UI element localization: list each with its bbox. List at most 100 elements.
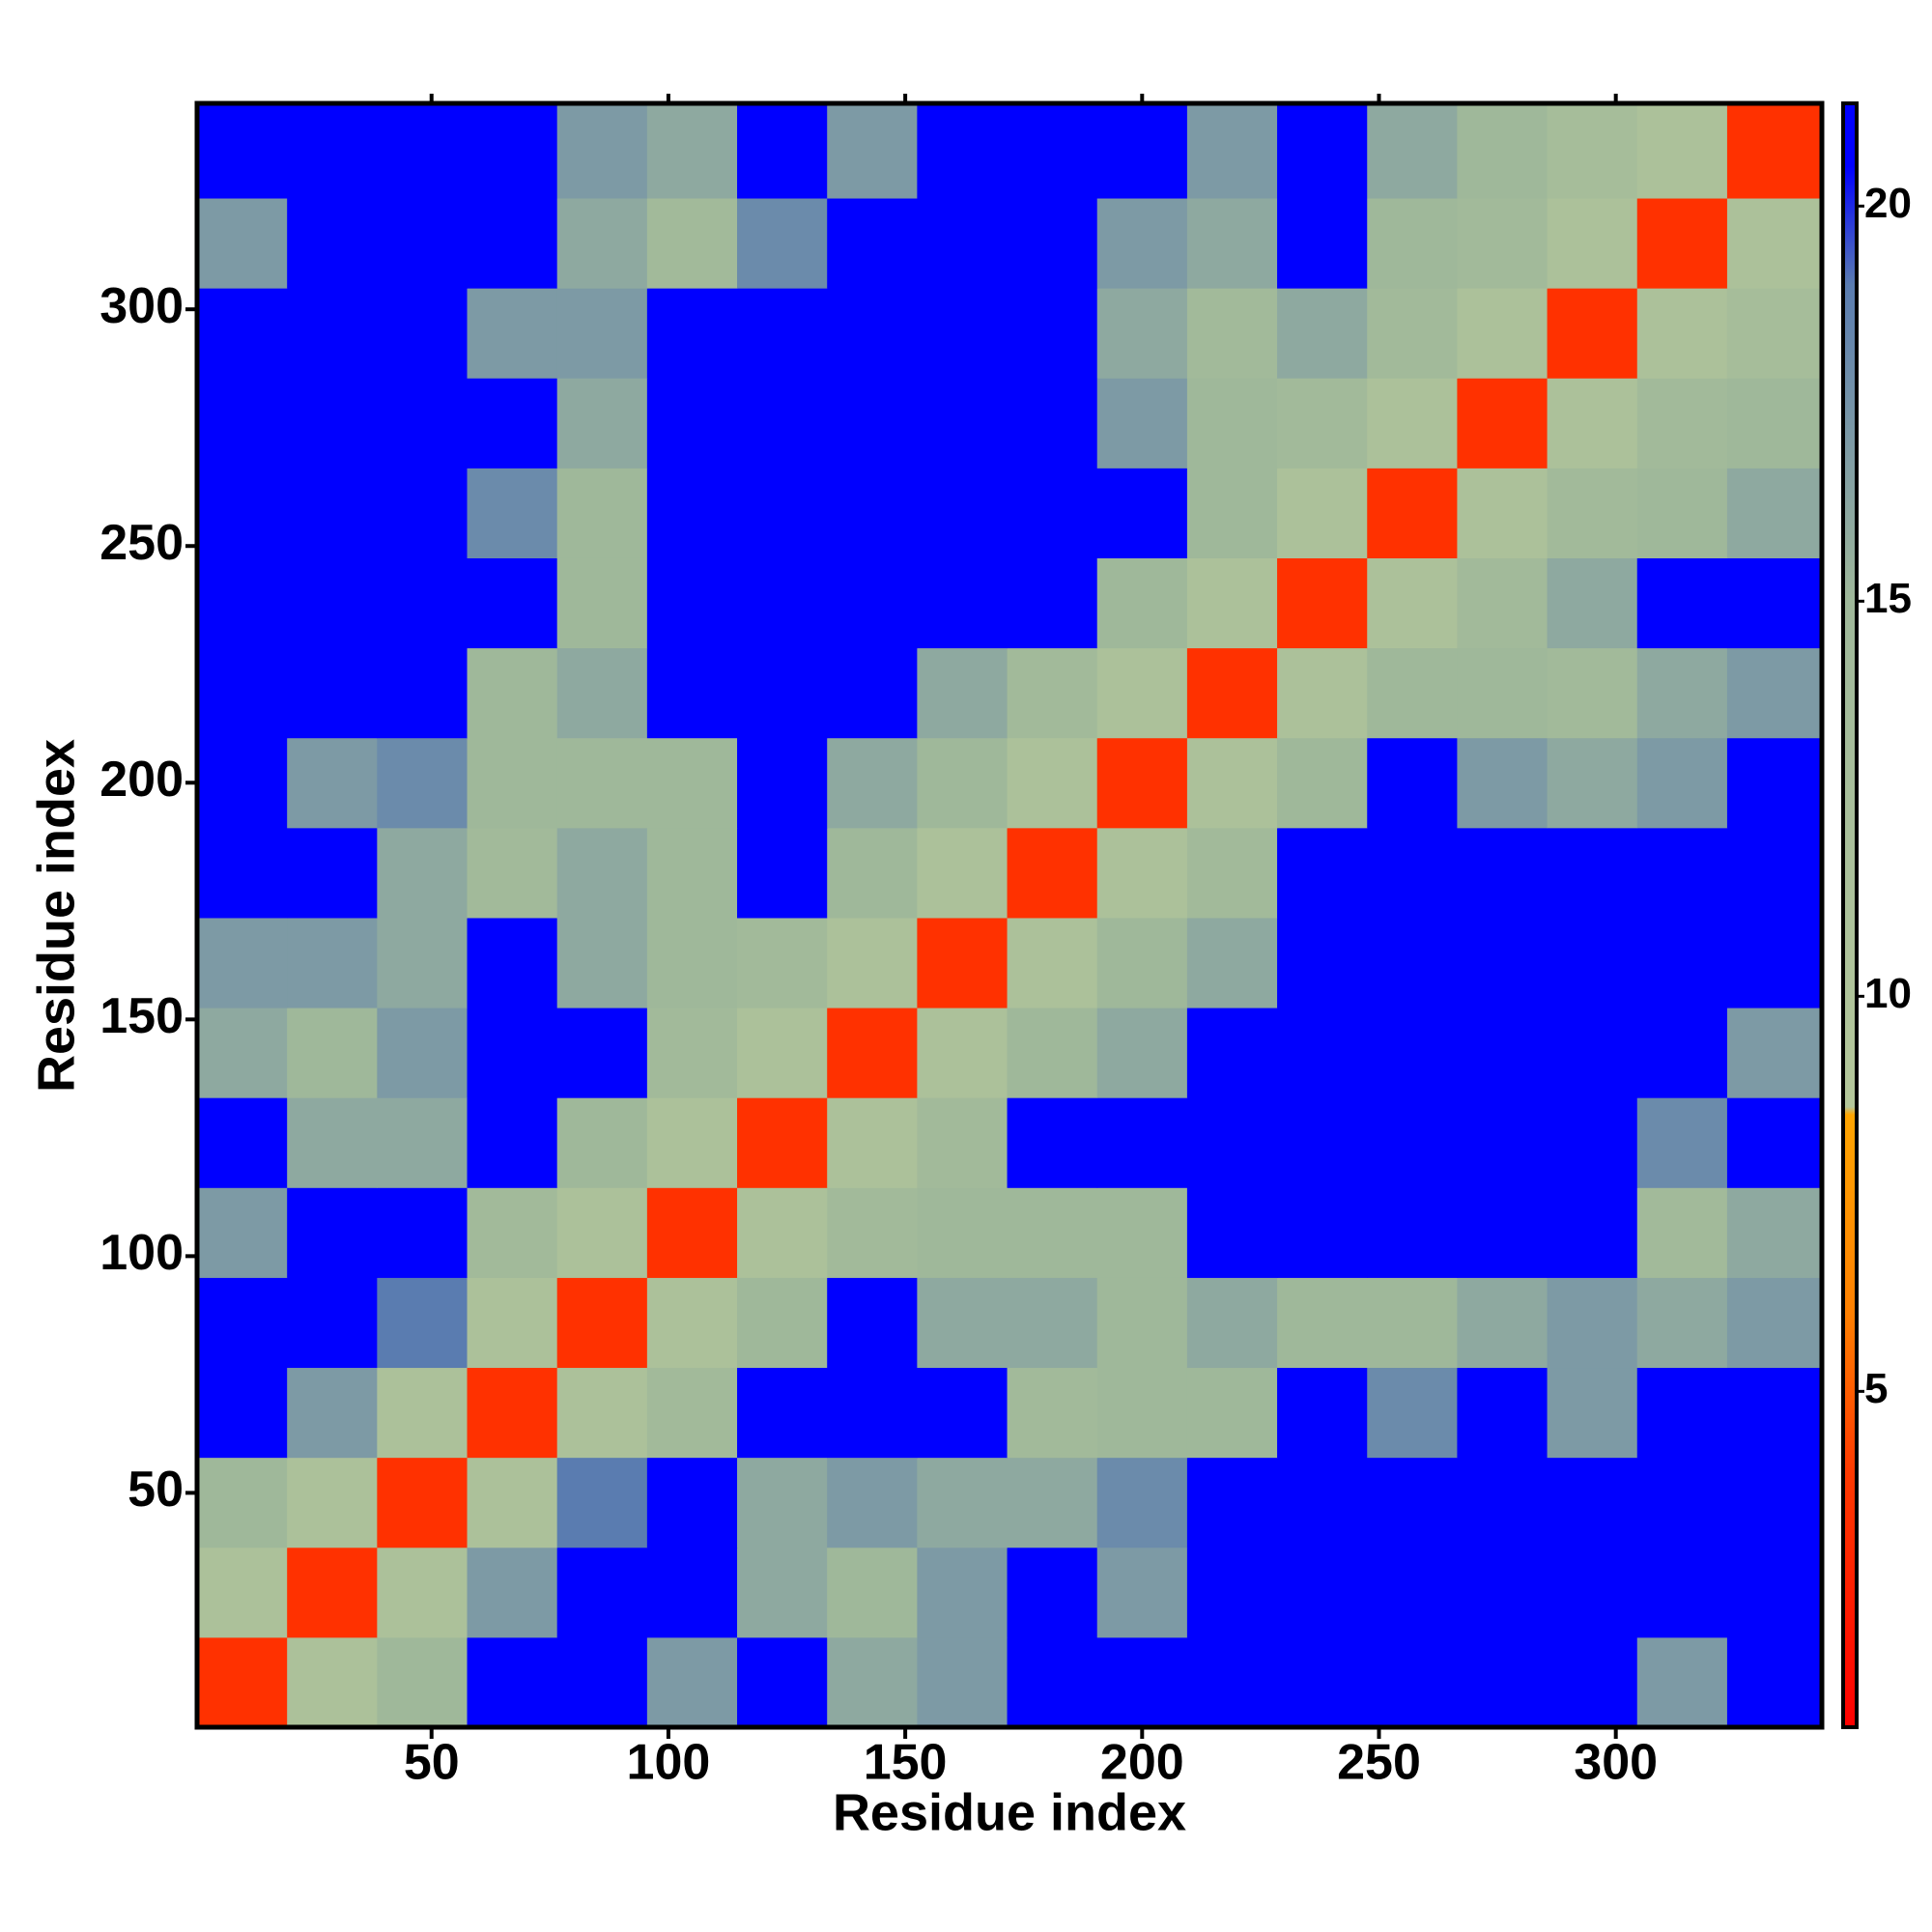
heatmap-cell	[377, 288, 469, 379]
heatmap-cell	[917, 737, 1009, 829]
heatmap-cell	[827, 1097, 918, 1188]
heatmap-cell	[917, 1097, 1009, 1188]
heatmap-cell	[1547, 103, 1638, 199]
heatmap-cell	[1726, 557, 1823, 649]
heatmap-cell	[1277, 103, 1368, 199]
heatmap-cell	[1277, 1008, 1368, 1098]
heatmap-cell	[827, 647, 918, 739]
heatmap-cell	[467, 468, 558, 558]
heatmap-cell	[287, 198, 378, 289]
heatmap-cell	[1367, 557, 1458, 649]
heatmap-cell	[737, 378, 828, 469]
heatmap-cell	[197, 1277, 288, 1369]
heatmap-cell	[737, 1097, 828, 1188]
heatmap-cell	[1096, 1636, 1188, 1728]
heatmap-cell	[1367, 1187, 1458, 1278]
heatmap-cell	[1636, 1008, 1728, 1098]
heatmap-cell	[467, 1187, 558, 1278]
heatmap-cell	[197, 1367, 288, 1459]
heatmap-cell	[646, 1097, 738, 1188]
heatmap-cell	[1186, 1008, 1278, 1098]
heatmap-cell	[1186, 1097, 1278, 1188]
heatmap-cell	[467, 1547, 558, 1638]
heatmap-cell	[287, 1367, 378, 1459]
heatmap-cell	[467, 103, 558, 199]
heatmap-cell	[1726, 1636, 1823, 1728]
heatmap-cell	[197, 103, 288, 199]
heatmap-cell	[1457, 647, 1548, 739]
heatmap-cell	[1547, 1187, 1638, 1278]
heatmap-cell	[287, 1187, 378, 1278]
heatmap-cell	[1007, 1367, 1098, 1459]
heatmap-cell	[917, 1277, 1009, 1369]
heatmap-cell	[827, 378, 918, 469]
heatmap-cell	[917, 917, 1009, 1009]
x-axis-title: Residue index	[833, 1783, 1186, 1841]
heatmap-cell	[556, 288, 648, 379]
heatmap-cell	[917, 1636, 1009, 1728]
heatmap-cell	[1277, 468, 1368, 558]
heatmap-cell	[737, 737, 828, 829]
plot-frame	[194, 100, 1825, 1730]
heatmap-cell	[287, 1547, 378, 1638]
heatmap-cell	[1547, 557, 1638, 649]
heatmap-cell	[287, 1008, 378, 1098]
y-tick-label: 150	[99, 988, 184, 1044]
heatmap-cell	[1096, 468, 1188, 558]
heatmap-cell	[287, 103, 378, 199]
heatmap-cell	[467, 647, 558, 739]
heatmap-cell	[1547, 1008, 1638, 1098]
heatmap-cell	[377, 1547, 469, 1638]
heatmap-cell	[1007, 1008, 1098, 1098]
heatmap-cell	[377, 1277, 469, 1369]
x-tick-label: 250	[1337, 1735, 1421, 1791]
heatmap-cell	[556, 1367, 648, 1459]
colorbar-tick-label: 10	[1864, 970, 1912, 1017]
heatmap-cell	[917, 468, 1009, 558]
heatmap-cell	[287, 1636, 378, 1728]
heatmap-cell	[1277, 827, 1368, 919]
heatmap-cell	[646, 1008, 738, 1098]
heatmap-cell	[1186, 288, 1278, 379]
heatmap-cell	[646, 1277, 738, 1369]
heatmap-cell	[1726, 1187, 1823, 1278]
heatmap-cell	[1367, 1008, 1458, 1098]
heatmap-cell	[1007, 557, 1098, 649]
heatmap-cell	[556, 1097, 648, 1188]
heatmap-cell	[1547, 737, 1638, 829]
heatmap-cell	[1186, 827, 1278, 919]
heatmap-cell	[1547, 288, 1638, 379]
heatmap-cell	[1367, 827, 1458, 919]
heatmap-cell	[1547, 468, 1638, 558]
heatmap-cell	[1547, 1097, 1638, 1188]
heatmap-cell	[1547, 1547, 1638, 1638]
heatmap-cell	[1277, 917, 1368, 1009]
heatmap-cell	[1457, 917, 1548, 1009]
heatmap-cell	[1457, 103, 1548, 199]
heatmap-cell	[197, 557, 288, 649]
heatmap-cell	[917, 1547, 1009, 1638]
heatmap-cell	[1096, 378, 1188, 469]
heatmap-cell	[1636, 647, 1728, 739]
heatmap-cell	[1367, 378, 1458, 469]
heatmap-cell	[1277, 737, 1368, 829]
heatmap-cell	[827, 288, 918, 379]
heatmap-cell	[1186, 647, 1278, 739]
heatmap-cell	[556, 827, 648, 919]
heatmap-cell	[197, 198, 288, 289]
heatmap-cell	[827, 1367, 918, 1459]
heatmap-cell	[1636, 737, 1728, 829]
heatmap-cell	[556, 1277, 648, 1369]
heatmap-cell	[1636, 103, 1728, 199]
heatmap-cell	[917, 827, 1009, 919]
heatmap-cell	[1096, 1367, 1188, 1459]
heatmap-cell	[1457, 737, 1548, 829]
heatmap-cell	[467, 1277, 558, 1369]
heatmap-cell	[1186, 378, 1278, 469]
heatmap-cell	[1726, 1457, 1823, 1548]
heatmap-cell	[1367, 1547, 1458, 1638]
heatmap-cell	[737, 1367, 828, 1459]
heatmap-cell	[917, 103, 1009, 199]
heatmap-cell	[1457, 468, 1548, 558]
heatmap-cell	[287, 378, 378, 469]
